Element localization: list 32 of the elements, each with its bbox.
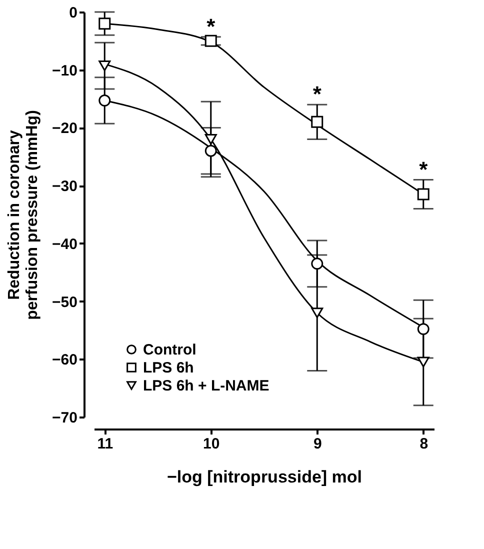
x-tick-label: 11 xyxy=(97,436,114,452)
annotation: * xyxy=(206,14,216,39)
y-tick-label: −70 xyxy=(52,410,78,426)
y-axis-title: Reduction in coronary perfusion pressure (mmHg) xyxy=(6,110,42,320)
legend-label: LPS 6h + L-NAME xyxy=(143,378,270,394)
point xyxy=(204,34,217,47)
legend-label: Control xyxy=(143,342,196,358)
annotation: * xyxy=(419,156,428,182)
point xyxy=(311,258,324,270)
point xyxy=(417,188,430,200)
y-tick-label: −30 xyxy=(52,178,78,196)
point xyxy=(417,323,430,336)
point xyxy=(311,116,324,128)
x-tick-label: 8 xyxy=(420,436,428,452)
y-tick-label: −60 xyxy=(52,352,78,369)
point xyxy=(98,18,111,30)
point xyxy=(204,144,217,157)
y-tick-label: −20 xyxy=(52,120,78,138)
point xyxy=(417,356,430,368)
point xyxy=(98,94,111,107)
y-tick-label: −50 xyxy=(52,294,78,311)
x-tick-label: 9 xyxy=(313,436,322,452)
legend-label: LPS 6h xyxy=(143,360,194,376)
y-tick-label: −40 xyxy=(52,236,78,253)
x-axis-title: −log [nitroprusside] mol xyxy=(166,468,362,486)
point xyxy=(204,134,217,145)
point xyxy=(311,308,324,318)
annotation: * xyxy=(312,82,322,107)
y-tick-label: −10 xyxy=(52,62,78,80)
x-tick-label: 10 xyxy=(203,436,220,452)
y-tick-label: 0 xyxy=(69,4,78,22)
point xyxy=(98,60,111,72)
